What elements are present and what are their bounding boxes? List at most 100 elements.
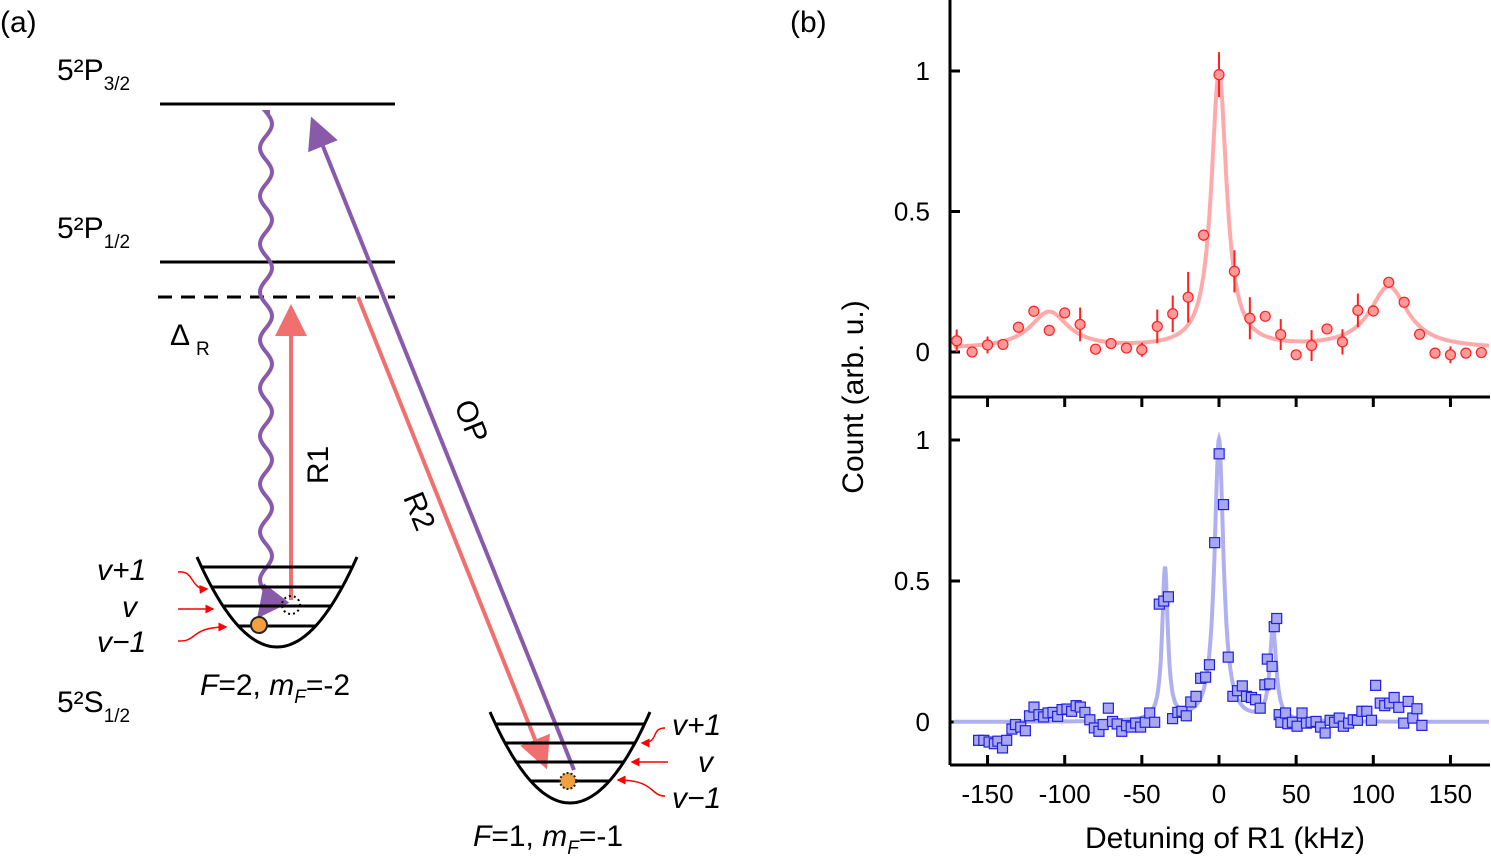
panel-b-label: (b) <box>790 6 827 39</box>
fit-curve <box>953 431 1489 724</box>
data-point <box>1102 702 1114 714</box>
x-tick-label: -100 <box>1039 779 1091 809</box>
right-state-label: F=1, mF=-1 <box>473 820 623 859</box>
data-point <box>1393 701 1405 713</box>
data-point <box>1213 448 1225 460</box>
data-point <box>1197 229 1210 241</box>
pointer-arrow <box>177 622 228 642</box>
panel-a-label: (a) <box>0 6 37 39</box>
data-point <box>1264 678 1276 690</box>
data-point <box>1259 310 1271 322</box>
data-point <box>1199 671 1212 683</box>
data-point <box>1228 265 1241 277</box>
data-point <box>1444 349 1457 361</box>
data-point <box>1182 291 1194 303</box>
data-point <box>966 346 978 358</box>
data-point <box>1275 328 1287 341</box>
data-point <box>1097 718 1109 731</box>
left-state-label: F=2, mF=-2 <box>200 669 350 708</box>
right-vib-label-minus: v−1 <box>672 782 721 815</box>
data-point <box>1151 320 1163 333</box>
data-point <box>1089 343 1102 355</box>
data-point <box>1105 337 1117 350</box>
data-point <box>1407 712 1419 724</box>
data-point <box>1296 707 1308 719</box>
data-point <box>1149 716 1161 728</box>
y-tick-label: 0 <box>916 707 930 737</box>
left-vib-label-plus: v+1 <box>97 554 146 587</box>
data-point <box>1203 659 1216 671</box>
data-point <box>1144 707 1156 719</box>
data-point <box>1001 734 1013 746</box>
level-label-s12: 5²S1/2 <box>57 686 130 727</box>
data-point <box>1321 323 1333 335</box>
spontaneous-emission-wavy-arrow <box>257 110 290 619</box>
data-point <box>1209 537 1221 549</box>
data-point <box>1019 725 1031 737</box>
data-point <box>1254 702 1266 714</box>
data-point <box>1413 328 1426 340</box>
y-tick-label: 1 <box>916 425 930 455</box>
op-label: OP <box>447 395 494 448</box>
data-point <box>1271 612 1283 625</box>
data-point <box>1367 305 1379 317</box>
y-tick-label: 0 <box>916 337 930 367</box>
data-point <box>1402 695 1414 708</box>
data-point <box>1383 276 1395 288</box>
data-point <box>1162 591 1174 603</box>
data-point <box>1222 651 1234 663</box>
data-point <box>1475 346 1487 359</box>
data-point <box>1352 304 1364 317</box>
data-point <box>1370 679 1382 691</box>
x-tick-label: 150 <box>1429 779 1472 809</box>
data-point <box>1012 321 1025 333</box>
data-point <box>1319 727 1331 739</box>
data-point <box>1365 714 1378 726</box>
data-point <box>1398 296 1410 308</box>
data-point <box>1429 347 1441 359</box>
panel-bottom: 00.51 <box>894 425 1489 754</box>
data-point <box>1043 324 1055 336</box>
data-point <box>1266 660 1278 673</box>
data-point <box>1136 344 1148 356</box>
right-vib-label-plus: v+1 <box>672 709 721 742</box>
data-point <box>1291 720 1303 732</box>
data-point <box>997 338 1009 351</box>
data-point <box>1120 342 1133 354</box>
x-tick-label: -150 <box>962 779 1014 809</box>
data-point <box>981 339 994 351</box>
data-point <box>1290 349 1302 361</box>
x-tick-label: -50 <box>1123 779 1161 809</box>
y-tick-label: 0.5 <box>894 197 930 227</box>
x-tick-label: 0 <box>1212 779 1226 809</box>
op-arrow <box>308 116 576 771</box>
left-vib-label-minus: v−1 <box>97 626 146 659</box>
data-point <box>1213 69 1225 81</box>
data-point <box>1244 312 1256 324</box>
data-point <box>1028 305 1040 317</box>
data-point <box>1279 707 1292 719</box>
data-point <box>951 335 963 347</box>
right-vib-label-v: v <box>698 746 715 779</box>
data-point <box>1059 307 1071 319</box>
spectrum-chart: (b) Count (arb. u.) Detuning of R1 (kHz)… <box>790 0 1490 855</box>
left-vib-label-v: v <box>122 591 139 624</box>
atom-final-dotted-circle <box>559 772 577 790</box>
data-point <box>1074 318 1086 331</box>
parabola-potential <box>195 556 359 649</box>
y-axis-label: Count (arb. u.) <box>837 300 870 493</box>
atom-filled-circle <box>250 616 268 634</box>
x-axis-label: Detuning of R1 (kHz) <box>1085 822 1365 855</box>
fit-curve <box>953 68 1489 349</box>
data-point <box>1460 347 1472 359</box>
x-tick-label: 100 <box>1352 779 1395 809</box>
data-point <box>1180 710 1192 722</box>
data-point <box>1336 336 1349 348</box>
x-tick-label: 50 <box>1282 779 1311 809</box>
pointer-arrow <box>640 727 666 748</box>
r2-label: R2 <box>396 487 441 535</box>
r2-arrow <box>356 296 550 770</box>
atom-virtual-dotted-circle <box>281 595 301 615</box>
pointer-arrow <box>177 571 209 594</box>
